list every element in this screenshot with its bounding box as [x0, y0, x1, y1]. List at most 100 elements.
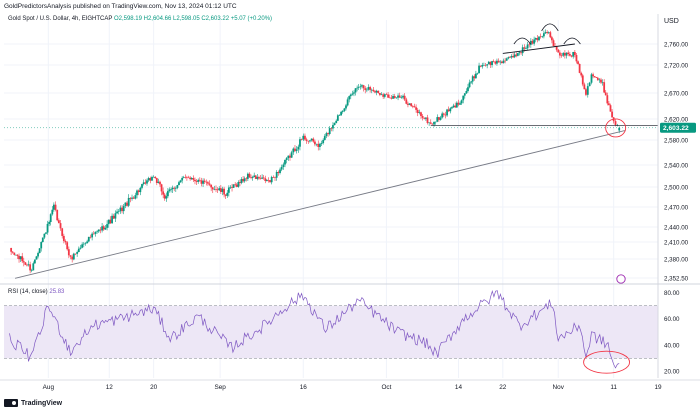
candle-body	[45, 232, 47, 234]
candle-body	[471, 76, 474, 82]
rsi-line	[9, 289, 620, 369]
candle-body	[516, 53, 519, 56]
trendline-neckline[interactable]	[502, 43, 575, 54]
candle-body	[285, 158, 288, 160]
candle-body	[49, 214, 52, 223]
time-tick-label: Nov	[553, 384, 565, 391]
candle-body	[210, 184, 213, 188]
candle-body	[496, 60, 498, 64]
candle-body	[74, 253, 77, 255]
candle-body	[364, 88, 367, 90]
candle-body	[41, 237, 44, 243]
candle-body	[261, 177, 264, 179]
candle-body	[408, 103, 411, 105]
candle-body	[395, 97, 398, 99]
price-tick-label: 2,470.00	[664, 204, 689, 211]
candle-body	[315, 143, 318, 145]
candle-body	[383, 94, 386, 97]
candle-body	[577, 61, 579, 64]
tradingview-footer[interactable]: TradingView	[4, 399, 62, 407]
candle-body	[356, 87, 359, 89]
candle-body	[37, 253, 39, 257]
candle-body	[457, 102, 460, 105]
candle-body	[274, 177, 276, 179]
time-axis[interactable]: Aug 12 Sep 16 Oct 14 22 Nov 11 19 20	[0, 379, 700, 391]
candle-body	[460, 100, 463, 104]
candle-body	[79, 247, 82, 249]
candle-body	[463, 93, 466, 96]
candle-body	[87, 236, 90, 242]
candle-body	[170, 189, 172, 190]
candle-body	[182, 177, 185, 178]
candle-body	[379, 92, 381, 95]
candle-body	[27, 264, 30, 266]
candle-body	[149, 178, 152, 181]
candle-body	[330, 128, 333, 129]
candle-body	[372, 89, 375, 92]
candle-body	[189, 177, 192, 180]
trendlines[interactable]	[4, 43, 658, 279]
candle-body	[168, 189, 171, 192]
candle-body	[507, 57, 510, 59]
candle-body	[229, 186, 232, 188]
candle-body	[77, 248, 80, 253]
candle-body	[332, 125, 334, 129]
candle-body	[30, 270, 33, 271]
candle-body	[588, 82, 591, 87]
candle-body	[441, 113, 444, 118]
price-tick-label: 2,540.00	[664, 162, 689, 169]
candle-body	[500, 61, 503, 64]
price-axis[interactable]: USD 2,760.00 2,720.00 2,670.00 2,620.00 2,580…	[657, 14, 689, 378]
candle-body	[114, 213, 117, 219]
price-tick-label: 2,720.00	[664, 62, 689, 69]
candle-body	[583, 84, 586, 90]
candle-body	[494, 61, 497, 64]
candle-body	[451, 107, 453, 109]
candle-body	[121, 207, 123, 212]
candle-body	[127, 197, 130, 206]
candle-body	[226, 192, 229, 196]
candle-body	[294, 148, 296, 151]
candle-body	[35, 256, 38, 260]
candle-body	[452, 105, 455, 108]
candle-body	[552, 40, 555, 47]
candle-body	[614, 121, 617, 126]
candle-body	[420, 112, 422, 116]
candle-body	[421, 115, 424, 118]
candle-body	[439, 117, 442, 120]
candle-body	[531, 40, 534, 44]
time-tick-label: Aug	[43, 384, 55, 391]
event-marker-icon	[616, 274, 626, 284]
candle-body	[76, 252, 79, 254]
candle-body	[518, 52, 521, 54]
time-tick-label: 16	[300, 384, 308, 391]
candle-body	[515, 54, 518, 56]
candle-body	[411, 106, 414, 107]
candle-body	[117, 211, 120, 212]
candle-body	[132, 197, 135, 199]
candle-body	[33, 259, 36, 264]
candle-body	[13, 252, 16, 255]
candle-body	[528, 44, 531, 46]
candle-body	[429, 122, 432, 124]
candle-body	[567, 52, 570, 55]
candle-body	[279, 169, 281, 173]
candle-body	[433, 121, 435, 125]
candle-body	[195, 181, 198, 182]
candle-body	[547, 32, 550, 34]
candle-body	[374, 91, 376, 93]
candle-body	[483, 65, 485, 66]
candle-body	[468, 82, 471, 88]
rsi-band-lines	[4, 305, 658, 359]
candle-body	[32, 263, 35, 271]
candle-body	[323, 136, 326, 140]
candle-body	[513, 54, 516, 58]
candle-body	[101, 226, 103, 231]
candle-body	[192, 178, 195, 180]
candle-body	[320, 142, 323, 144]
candle-body	[392, 96, 394, 99]
rsi-axis[interactable]: 80.00 60.00 40.00 20.00	[664, 290, 680, 376]
trendline-rising-support[interactable]	[14, 130, 625, 279]
candle-body	[459, 103, 461, 105]
